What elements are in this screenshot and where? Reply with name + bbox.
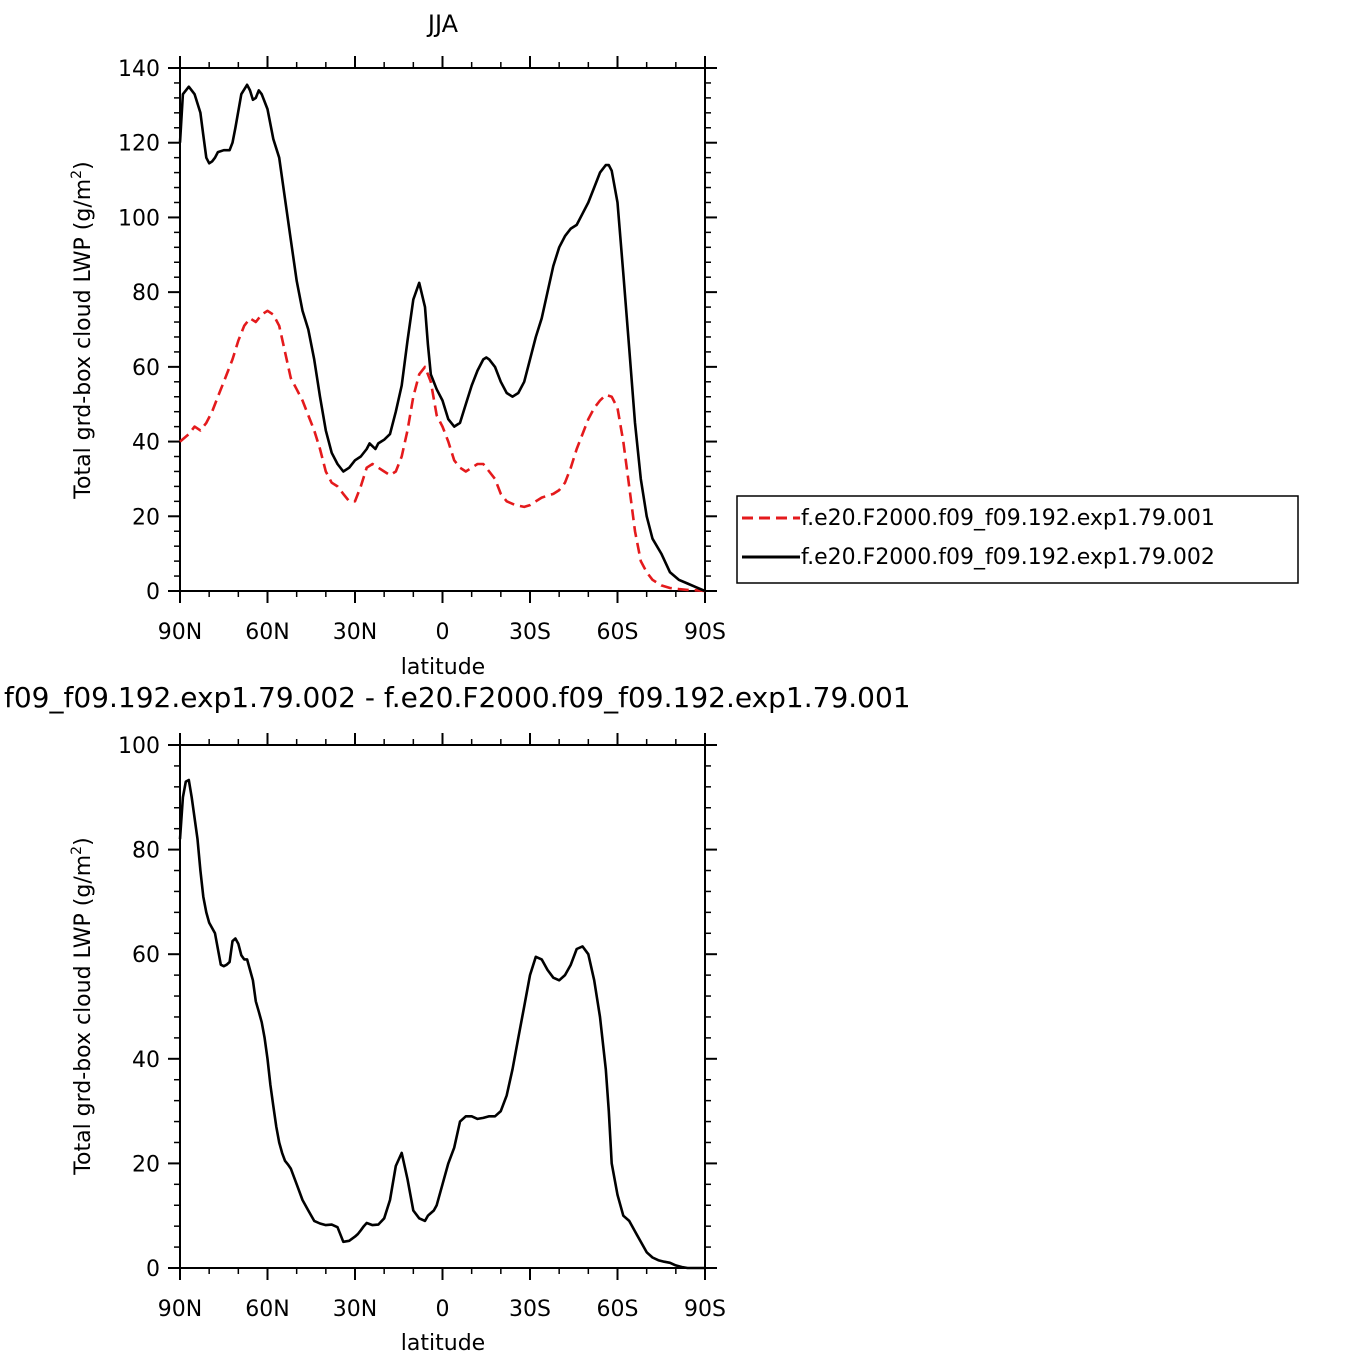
bottom-chart-title: f09_f09.192.exp1.79.002 - f.e20.F2000.f0… [4, 681, 911, 714]
top-y-tick-label: 0 [146, 580, 160, 605]
top-x-axis-label: latitude [401, 655, 485, 680]
top-x-tick-label: 30N [333, 620, 377, 645]
bottom-x-tick-label: 30S [509, 1297, 551, 1322]
top-y-tick-label: 60 [132, 356, 160, 381]
top-series-line-1 [179, 309, 706, 593]
bottom-series-line-1 [178, 778, 705, 1270]
bottom-y-tick-label: 60 [132, 943, 160, 968]
top-y-tick-label: 120 [118, 132, 160, 157]
legend-box [736, 495, 1299, 584]
top-y-tick-label: 140 [118, 57, 160, 82]
top-y-tick-label: 40 [132, 431, 160, 456]
bottom-y-tick-label: 20 [132, 1152, 160, 1177]
top-ticks [168, 56, 717, 603]
top-x-tick-label: 90N [158, 620, 202, 645]
bottom-x-axis-label: latitude [401, 1331, 485, 1356]
bottom-ticks [168, 733, 717, 1280]
bottom-y-tick-label: 0 [146, 1257, 160, 1282]
top-series-lines [178, 83, 706, 593]
bottom-x-tick-labels: 90N 60N 30N 0 30S 60S 90S [158, 1297, 726, 1322]
top-x-tick-labels: 90N 60N 30N 0 30S 60S 90S [158, 620, 726, 645]
bottom-x-tick-label: 30N [333, 1297, 377, 1322]
bottom-y-axis-label-main: Total grd-box cloud LWP (g/m [71, 855, 96, 1176]
top-y-tick-label: 20 [132, 505, 160, 530]
top-x-tick-label: 0 [436, 620, 450, 645]
top-series-line-2 [178, 83, 706, 593]
bottom-y-tick-label: 100 [118, 734, 160, 759]
top-x-tick-label: 60S [597, 620, 639, 645]
bottom-plot-frame [179, 744, 706, 1269]
top-plot-frame [179, 67, 706, 592]
top-y-axis-label: Total grd-box cloud LWP (g/m2) [69, 161, 96, 499]
top-x-tick-label: 30S [509, 620, 551, 645]
top-chart-title: JJA [426, 10, 459, 38]
bottom-y-axis-label: Total grd-box cloud LWP (g/m2) [69, 837, 96, 1175]
bottom-series-lines [178, 778, 705, 1270]
legend-entry-002: f.e20.F2000.f09_f09.192.exp1.79.002 [801, 545, 1215, 570]
legend: f.e20.F2000.f09_f09.192.exp1.79.001 f.e2… [736, 495, 1299, 584]
bottom-y-tick-label: 40 [132, 1048, 160, 1073]
top-x-tick-label: 60N [245, 620, 289, 645]
bottom-y-tick-label: 80 [132, 839, 160, 864]
bottom-panel: f09_f09.192.exp1.79.002 - f.e20.F2000.f0… [4, 681, 911, 1356]
bottom-y-tick-labels: 0 20 40 60 80 100 [118, 734, 160, 1282]
top-y-axis-label-sup: 2 [69, 170, 85, 179]
bottom-x-tick-label: 0 [436, 1297, 450, 1322]
top-y-tick-labels: 0 20 40 60 80 100 120 140 [118, 57, 160, 605]
top-y-tick-label: 80 [132, 281, 160, 306]
bottom-x-tick-label: 60N [245, 1297, 289, 1322]
top-y-axis-label-main: Total grd-box cloud LWP (g/m [71, 179, 96, 500]
legend-entry-001: f.e20.F2000.f09_f09.192.exp1.79.001 [801, 506, 1215, 531]
bottom-y-axis-label-sup: 2 [69, 846, 85, 855]
top-y-axis-label-tail: ) [71, 161, 96, 170]
top-y-tick-label: 100 [118, 206, 160, 231]
bottom-y-axis-label-tail: ) [71, 837, 96, 846]
bottom-x-tick-label: 90N [158, 1297, 202, 1322]
bottom-x-tick-label: 60S [597, 1297, 639, 1322]
top-x-tick-label: 90S [684, 620, 726, 645]
bottom-x-tick-label: 90S [684, 1297, 726, 1322]
